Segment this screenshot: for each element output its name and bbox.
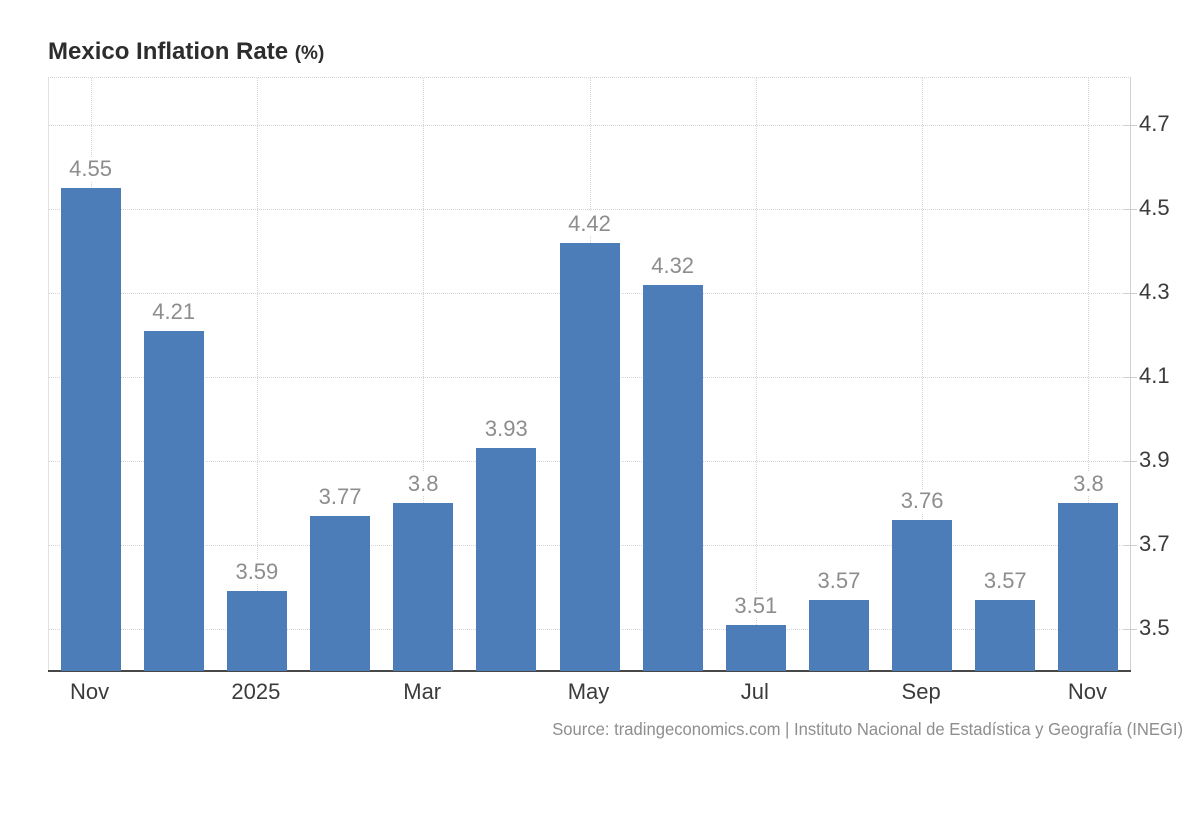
bar-feb[interactable] xyxy=(310,516,370,671)
bar-mar[interactable] xyxy=(393,503,453,671)
chart-title-unit: (%) xyxy=(294,43,325,64)
bar-value-label: 3.76 xyxy=(897,489,947,513)
y-tick-mark xyxy=(1124,461,1137,462)
y-tick-label: 3.5 xyxy=(1139,615,1170,640)
bar-value-label: 3.51 xyxy=(731,594,781,618)
bar-nov[interactable] xyxy=(61,188,121,671)
plot-area: 4.55 4.21 3.59 3.77 3.8 3.93 4.42 4.32 3.51 3.57 3… xyxy=(48,77,1137,671)
bar-value-label: 3.57 xyxy=(814,569,864,593)
bar-value-label: 3.57 xyxy=(980,569,1030,593)
bar-dec[interactable] xyxy=(144,331,204,671)
x-axis-line xyxy=(48,670,1131,672)
bar-sep[interactable] xyxy=(892,520,952,671)
y-tick-label: 4.3 xyxy=(1139,279,1170,305)
bar-aug[interactable] xyxy=(809,600,869,671)
v-gridline xyxy=(256,78,258,671)
y-tick-mark xyxy=(1124,209,1137,211)
bar-oct[interactable] xyxy=(975,600,1035,671)
y-tick-mark xyxy=(1124,629,1137,630)
x-tick-label: Nov xyxy=(1067,679,1107,704)
x-tick-label: 2025 xyxy=(231,679,281,704)
bar-apr[interactable] xyxy=(476,448,536,671)
y-tick-mark xyxy=(1124,125,1137,127)
bar-value-label: 3.8 xyxy=(1070,472,1107,496)
x-tick-label: May xyxy=(567,679,610,704)
bar-value-label: 3.77 xyxy=(315,485,365,509)
x-tick-label: Sep xyxy=(901,679,941,704)
y-tick-label: 3.7 xyxy=(1139,531,1170,556)
y-tick-label: 4.1 xyxy=(1139,363,1170,389)
v-gridline xyxy=(922,78,924,671)
y-tick-mark xyxy=(1124,293,1137,295)
bar-value-label: 3.59 xyxy=(232,560,282,584)
v-gridline xyxy=(755,78,757,671)
bar-jul[interactable] xyxy=(726,625,786,671)
y-tick-label: 3.9 xyxy=(1139,447,1170,472)
x-tick-label: Jul xyxy=(740,679,769,704)
bar-may[interactable] xyxy=(560,243,620,671)
chart-title-text: Mexico Inflation Rate xyxy=(48,38,289,65)
bar-jun[interactable] xyxy=(643,285,703,671)
bar-jan[interactable] xyxy=(227,591,287,671)
x-tick-label: Nov xyxy=(70,679,110,704)
bar-value-label: 4.42 xyxy=(565,212,614,236)
bar-value-label: 3.8 xyxy=(404,472,442,496)
y-tick-label: 4.7 xyxy=(1139,111,1170,137)
x-tick-label: Mar xyxy=(403,679,442,704)
bar-value-label: 4.21 xyxy=(149,300,199,324)
bar-nov[interactable] xyxy=(1058,503,1118,671)
y-tick-label: 4.5 xyxy=(1139,195,1170,221)
bar-value-label: 3.93 xyxy=(481,417,531,441)
y-tick-mark xyxy=(1124,377,1137,379)
source-attribution: Source: tradingeconomics.com | Instituto… xyxy=(552,719,1183,739)
chart-title: Mexico Inflation Rate (%) xyxy=(48,38,324,66)
y-tick-mark xyxy=(1124,545,1137,546)
bar-value-label: 4.55 xyxy=(66,157,115,181)
v-gridline xyxy=(1088,78,1090,671)
bar-value-label: 4.32 xyxy=(648,254,698,278)
v-gridline xyxy=(423,78,425,671)
